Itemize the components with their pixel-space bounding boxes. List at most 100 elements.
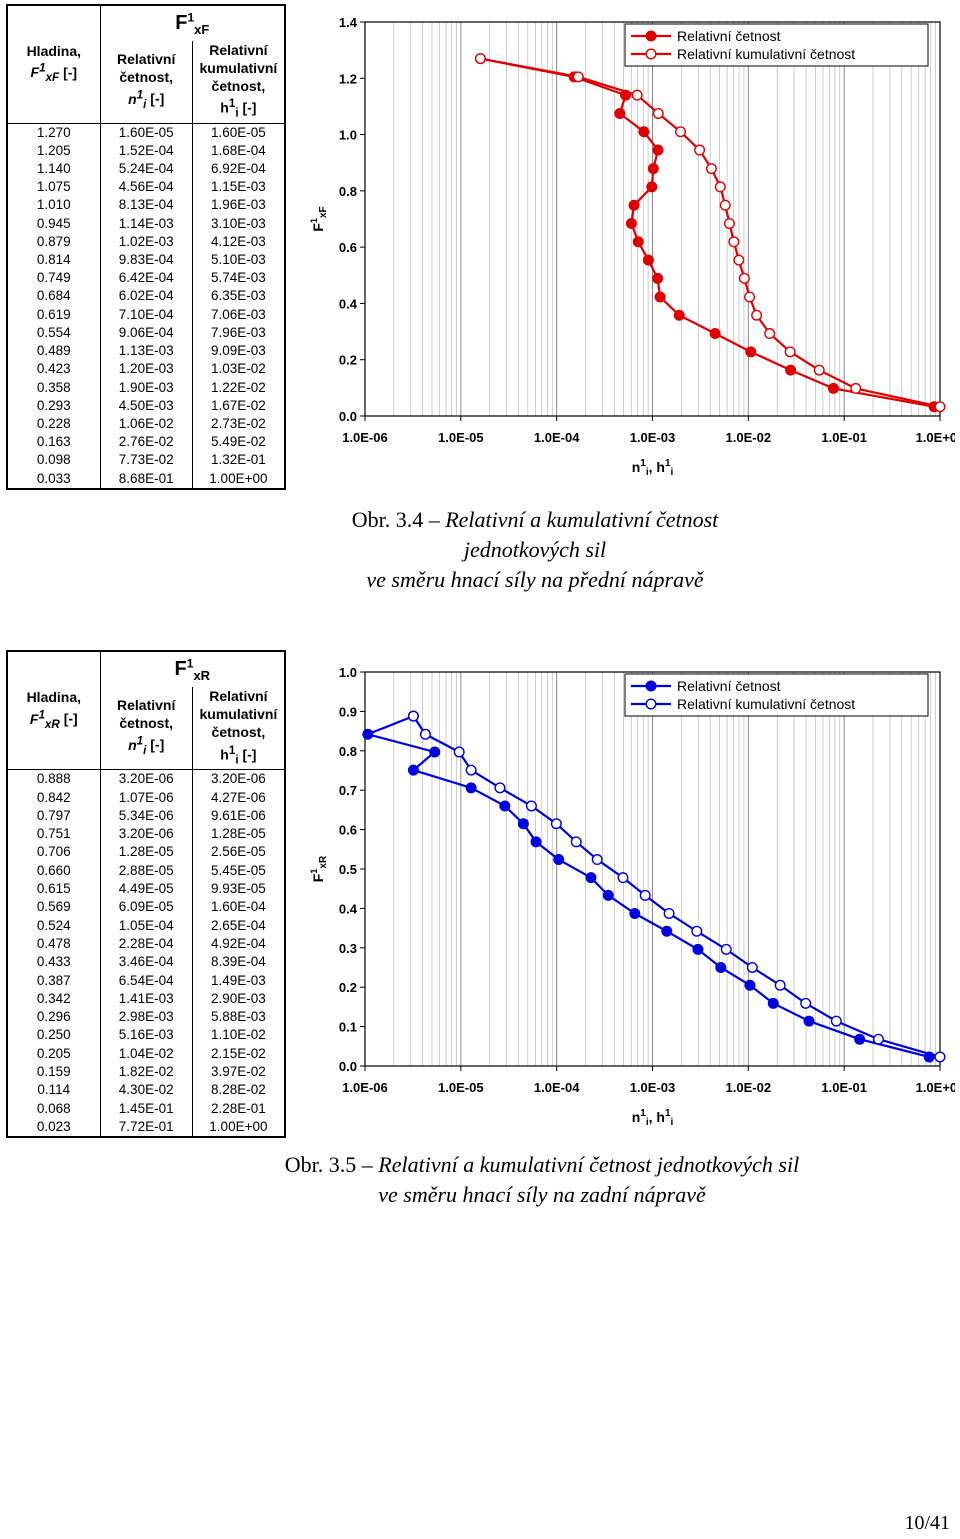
rear-col3-header-b: kumulativní <box>199 705 278 722</box>
relative-frequency-cell: 1.06E-02 <box>99 414 193 434</box>
cumulative-frequency-cell: 1.68E-04 <box>191 141 286 161</box>
front-caption: Obr. 3.4 – Relativní a kumulativní četno… <box>300 505 770 595</box>
level-cell: 0.033 <box>5 469 101 490</box>
rear-col1-sup: 1 <box>38 707 45 721</box>
y-tick-label: 1.0 <box>339 665 357 680</box>
table-row: 0.114 4.30E-02 8.28E-02 <box>5 1081 286 1100</box>
data-point <box>692 943 704 955</box>
rear-col3-header-a: Relativní <box>209 687 268 704</box>
relative-frequency-cell: 1.28E-05 <box>99 843 193 862</box>
rear-col1-header-text: Hladina, <box>26 688 82 705</box>
relative-frequency-cell: 4.30E-02 <box>99 1081 193 1100</box>
rear-col3-header-c: četnost, <box>211 724 266 741</box>
rear-col3-sub: i <box>235 753 239 766</box>
level-cell: 0.615 <box>5 880 101 899</box>
rear-col2-header-a: Relativní <box>117 696 176 713</box>
x-axis-label-a: n <box>632 459 641 475</box>
x-axis-label-b: h <box>656 1109 665 1125</box>
cumulative-frequency-cell: 8.28E-02 <box>191 1081 286 1100</box>
rear-col2-header-b: četnost, <box>119 715 174 732</box>
x-tick-label: 1.0E+00 <box>916 430 955 445</box>
y-tick-label: 0.0 <box>339 1059 357 1074</box>
cumulative-frequency-cell: 9.93E-05 <box>191 880 286 899</box>
data-point <box>774 979 786 991</box>
x-tick-label: 1.0E-04 <box>534 430 580 445</box>
y-axis-label: F1xF <box>309 206 329 231</box>
level-cell: 0.358 <box>5 378 101 397</box>
data-point <box>465 764 477 776</box>
table-row: 0.569 6.09E-05 1.60E-04 <box>5 898 286 917</box>
y-tick-label: 0.2 <box>339 353 357 368</box>
rear-col2-header: Relativní četnost, n1i [-] <box>99 686 193 771</box>
y-tick-label: 0.8 <box>339 744 357 759</box>
table-row: 0.033 8.68E-01 1.00E+00 <box>5 469 286 490</box>
front-col2-sym: n <box>128 90 137 107</box>
cumulative-frequency-cell: 1.28E-05 <box>191 825 286 844</box>
front-col2-header-b: četnost, <box>119 68 174 85</box>
x-tick-label: 1.0E-03 <box>630 430 676 445</box>
x-tick-label: 1.0E-02 <box>726 430 772 445</box>
level-cell: 0.879 <box>5 232 101 252</box>
front-col3-sym: h <box>220 99 229 116</box>
cumulative-frequency-cell: 4.12E-03 <box>191 232 286 252</box>
data-point <box>530 836 542 848</box>
relative-frequency-cell: 1.13E-03 <box>99 342 193 361</box>
level-cell: 0.814 <box>5 251 101 270</box>
relative-frequency-cell: 6.54E-04 <box>99 971 193 990</box>
cumulative-frequency-cell: 5.10E-03 <box>191 251 286 270</box>
rear-caption: Obr. 3.5 – Relativní a kumulativní četno… <box>262 1150 822 1210</box>
level-cell: 0.293 <box>5 396 101 415</box>
y-axis-label-sub: xR <box>318 855 329 869</box>
y-tick-label: 0.6 <box>339 240 357 255</box>
data-point <box>407 710 419 722</box>
cumulative-frequency-cell: 8.39E-04 <box>191 953 286 972</box>
x-axis-label: n1i, h1i <box>632 1108 674 1128</box>
data-point <box>675 126 687 138</box>
cumulative-frequency-cell: 1.22E-02 <box>191 378 286 397</box>
front-col2-unit: [-] <box>150 90 165 107</box>
table-row: 1.140 5.24E-04 6.92E-04 <box>5 160 286 179</box>
data-point <box>585 872 597 884</box>
legend: Relativní četnost Relativní kumulativní č… <box>624 673 929 717</box>
rear-col2-sym: n <box>128 737 137 754</box>
front-group-sym: F <box>175 11 188 34</box>
data-point <box>715 962 727 974</box>
table-row: 1.270 1.60E-05 1.60E-05 <box>5 123 286 142</box>
data-point <box>652 144 664 156</box>
relative-frequency-cell: 8.68E-01 <box>99 469 193 490</box>
front-col3-header-c: četnost, <box>211 77 266 94</box>
data-point <box>474 53 486 65</box>
data-point <box>714 181 726 193</box>
relative-frequency-cell: 4.49E-05 <box>99 880 193 899</box>
relative-frequency-cell: 9.06E-04 <box>99 323 193 343</box>
relative-frequency-cell: 1.90E-03 <box>99 378 193 397</box>
plot-frame <box>364 21 941 417</box>
relative-frequency-cell: 1.45E-01 <box>99 1099 193 1118</box>
x-axis-label-a-sub: i <box>646 1117 649 1128</box>
relative-frequency-cell: 8.13E-04 <box>99 196 193 215</box>
level-cell: 0.159 <box>5 1063 101 1082</box>
data-point <box>614 107 626 119</box>
data-point <box>572 71 584 83</box>
x-tick-label: 1.0E-05 <box>438 1080 484 1095</box>
table-row: 0.023 7.72E-01 1.00E+00 <box>5 1117 286 1139</box>
rear-col3-sup: 1 <box>228 743 236 757</box>
rear-col1-header: Hladina, F1xR [-] <box>5 650 101 771</box>
x-axis-label-b-sup: 1 <box>665 458 671 469</box>
front-col2-header-a: Relativní <box>117 50 176 67</box>
data-point <box>407 764 419 776</box>
data-point <box>719 199 731 211</box>
data-point <box>553 854 565 866</box>
data-point <box>628 199 640 211</box>
data-point <box>850 382 862 394</box>
relative-frequency-cell: 1.02E-03 <box>99 232 193 252</box>
data-point <box>934 401 946 413</box>
data-point <box>629 908 641 920</box>
table-row: 0.423 1.20E-03 1.03E-02 <box>5 360 286 379</box>
y-tick-label: 0.4 <box>339 901 358 916</box>
series-line-cumulative <box>412 715 941 1058</box>
level-cell: 0.423 <box>5 360 101 379</box>
cumulative-frequency-cell: 3.20E-06 <box>191 769 286 789</box>
relative-frequency-cell: 1.20E-03 <box>99 360 193 379</box>
data-point <box>709 328 721 340</box>
